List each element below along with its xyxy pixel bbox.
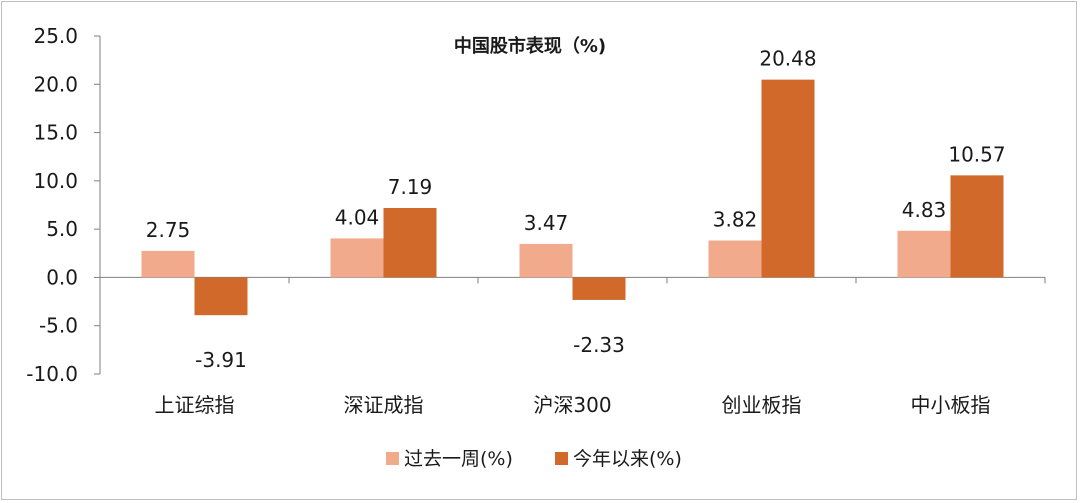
data-label: 3.82 — [713, 208, 758, 232]
bar — [708, 240, 762, 278]
y-tick-label: -5.0 — [39, 314, 78, 338]
bar — [572, 277, 626, 300]
data-label: 7.19 — [388, 175, 433, 199]
y-tick-label: 10.0 — [33, 169, 78, 193]
y-tick-label: 5.0 — [46, 217, 78, 241]
bar — [950, 175, 1004, 278]
bar — [141, 250, 195, 278]
y-tick-label: 15.0 — [33, 121, 78, 145]
bar — [761, 79, 815, 278]
data-label: 20.48 — [759, 47, 816, 71]
data-label: 4.83 — [902, 198, 947, 222]
data-label: 3.47 — [524, 211, 569, 235]
bars — [141, 79, 1004, 316]
y-tick-label: 25.0 — [33, 24, 78, 48]
data-labels: 2.75 -3.91 4.04 7.19 3.47 -2.33 3.82 20.48 4.83 1… — [146, 47, 1006, 373]
category-label: 沪深300 — [533, 393, 611, 417]
category-label: 中小板指 — [911, 393, 991, 417]
legend-label: 过去一周(%) — [404, 448, 513, 470]
bar — [383, 207, 437, 278]
data-label: 4.04 — [335, 205, 380, 229]
data-label: 10.57 — [948, 142, 1005, 166]
y-tick-label: 20.0 — [33, 72, 78, 96]
legend: 过去一周(%) 今年以来(%) — [386, 448, 682, 470]
legend-label: 今年以来(%) — [573, 448, 682, 470]
bar — [330, 238, 384, 278]
category-label: 创业板指 — [722, 393, 802, 417]
bar — [897, 230, 951, 278]
chart-title: 中国股市表现（%) — [454, 35, 606, 57]
bar — [519, 243, 573, 278]
bar — [194, 277, 248, 316]
data-label: -2.33 — [573, 333, 625, 357]
category-label: 深证成指 — [344, 393, 424, 417]
y-tick-label: 0.0 — [46, 265, 78, 289]
y-tick-label: -10.0 — [26, 362, 78, 386]
legend-swatch — [386, 452, 399, 465]
legend-swatch — [555, 452, 568, 465]
data-label: -3.91 — [195, 348, 247, 372]
data-label: 2.75 — [146, 218, 191, 242]
category-label: 上证综指 — [155, 393, 235, 417]
